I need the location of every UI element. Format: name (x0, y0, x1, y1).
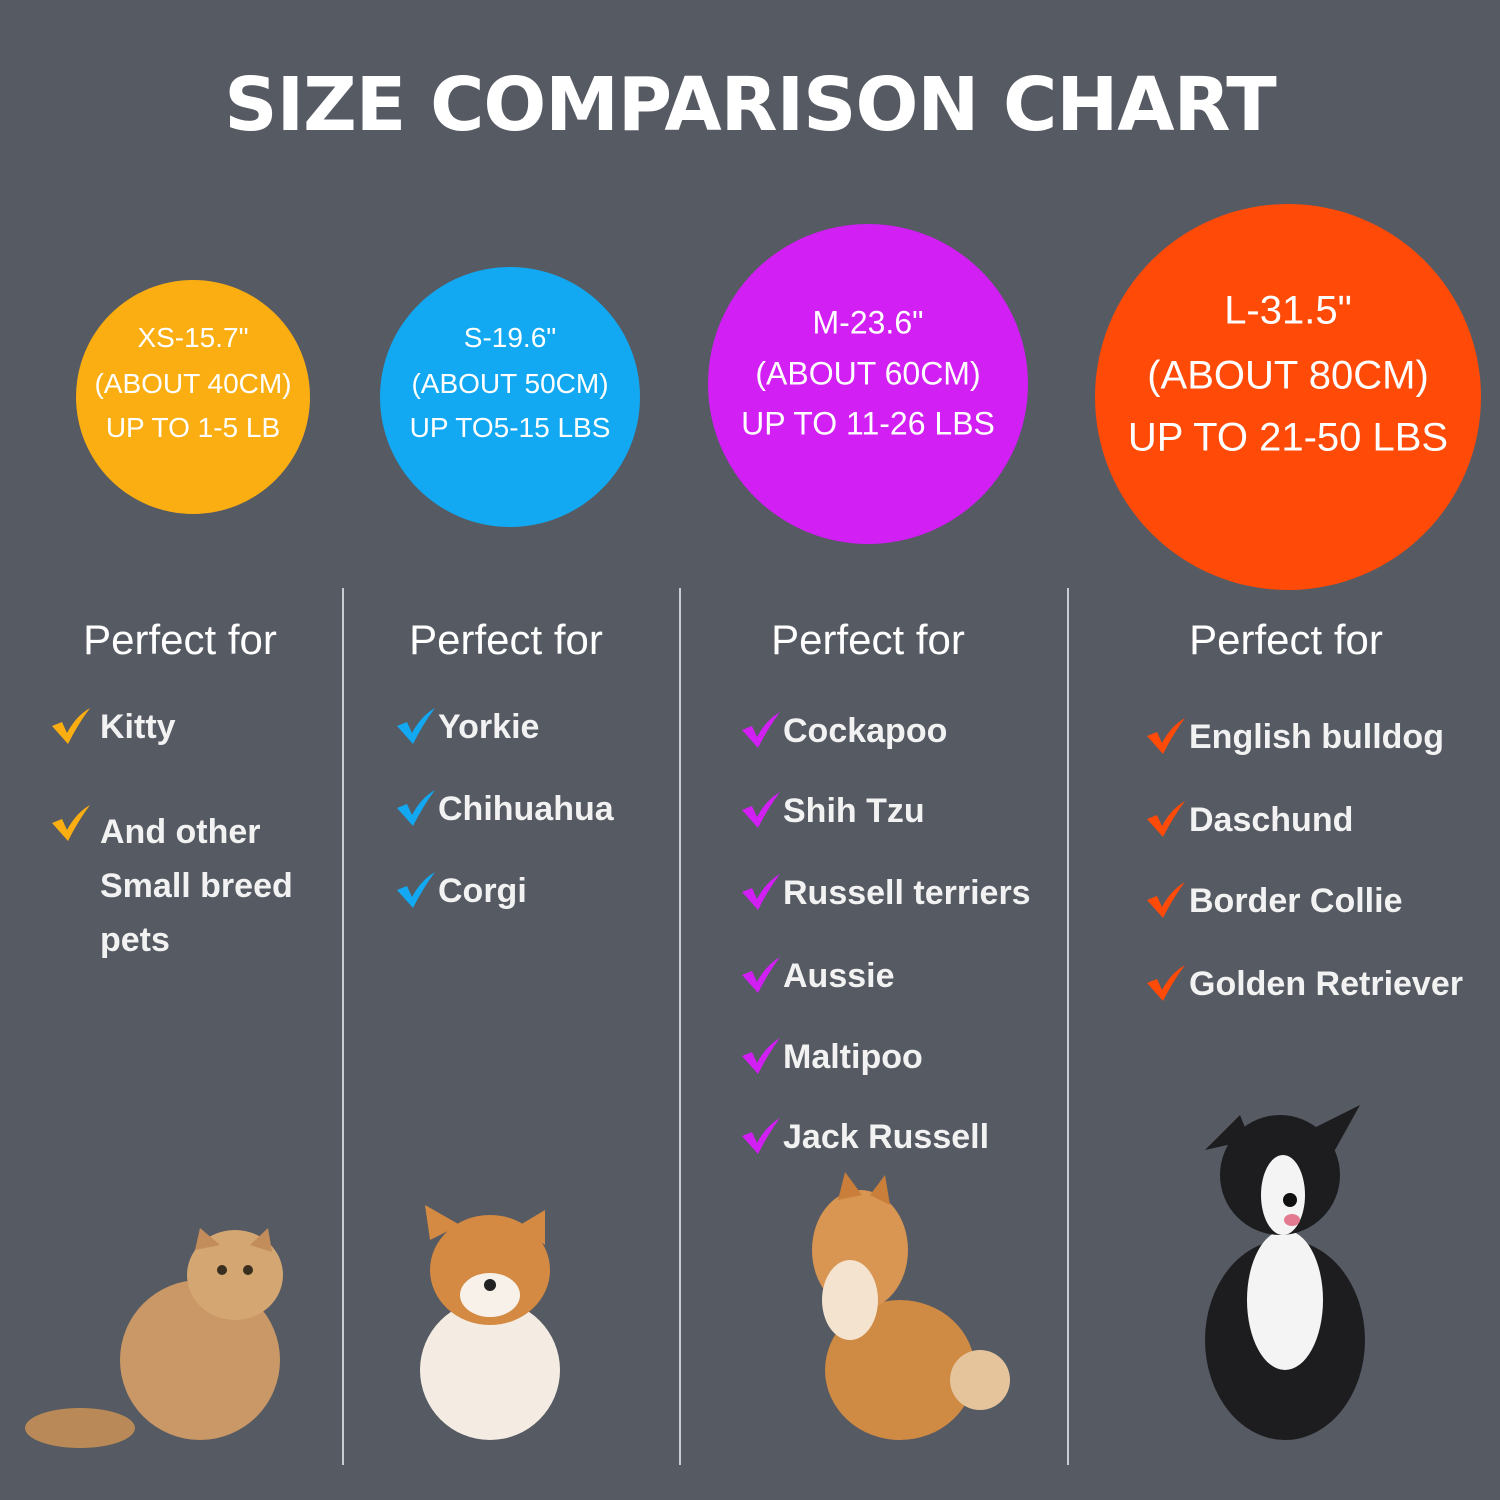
check-stroke (1147, 801, 1185, 837)
column-heading: Perfect for (409, 616, 603, 663)
corgi-picture (420, 1205, 560, 1440)
check-mark (1147, 965, 1185, 1001)
breed-item: Russell terriers (783, 874, 1031, 912)
check-stroke (397, 708, 435, 744)
check-stroke (742, 712, 780, 748)
check-stroke (742, 1118, 780, 1154)
check-mark (397, 872, 435, 908)
cat-picture (25, 1228, 283, 1448)
check-mark (397, 790, 435, 826)
breed-item: Yorkie (438, 708, 540, 746)
check-stroke (742, 874, 780, 910)
breed-item: Golden Retriever (1189, 965, 1463, 1003)
check-mark (742, 712, 780, 748)
check-stroke (1147, 882, 1185, 918)
size-label: (ABOUT 40CM) (94, 368, 292, 399)
check-mark (742, 874, 780, 910)
check-stroke (397, 790, 435, 826)
column-heading: Perfect for (83, 616, 277, 663)
collie-picture (1205, 1105, 1365, 1440)
size-circle (76, 280, 310, 514)
breed-item: Cockapoo (783, 712, 948, 750)
breed-item: Corgi (438, 872, 527, 910)
size-circle (708, 224, 1028, 544)
column-heading: Perfect for (771, 616, 965, 663)
check-stroke (742, 957, 780, 993)
breed-item: Chihuahua (438, 790, 614, 828)
check-mark (1147, 801, 1185, 837)
size-label: L-31.5" (1224, 288, 1352, 333)
breed-item: Aussie (783, 957, 895, 995)
breed-item: And other Small breed pets (100, 813, 293, 959)
size-label: XS-15.7" (137, 322, 249, 353)
breed-item: Maltipoo (783, 1038, 923, 1076)
size-label: (ABOUT 50CM) (411, 368, 609, 399)
check-mark (742, 1038, 780, 1074)
check-mark (742, 957, 780, 993)
size-circle (380, 267, 640, 527)
size-label: UP TO 1-5 LB (105, 412, 281, 443)
breed-item: Border Collie (1189, 882, 1403, 920)
check-mark (742, 1118, 780, 1154)
breed-item: English bulldog (1189, 718, 1444, 756)
check-mark (52, 708, 90, 744)
check-stroke (1147, 965, 1185, 1001)
size-circle (1095, 204, 1481, 590)
breed-item: Daschund (1189, 801, 1354, 839)
check-stroke (52, 708, 90, 744)
size-label: UP TO 11-26 LBS (741, 405, 995, 442)
check-stroke (1147, 718, 1185, 754)
check-stroke (742, 1038, 780, 1074)
check-mark (1147, 718, 1185, 754)
dividers (342, 588, 1069, 1465)
breed-item: Shih Tzu (783, 792, 925, 830)
check-mark (742, 792, 780, 828)
breed-item: Kitty (100, 708, 176, 746)
size-label: (ABOUT 80CM) (1147, 353, 1429, 398)
page-title: SIZE COMPARISON CHART (224, 62, 1276, 148)
breed-item: Jack Russell (783, 1118, 990, 1156)
check-stroke (52, 805, 90, 841)
size-label: UP TO 21-50 LBS (1127, 415, 1449, 460)
size-label: S-19.6" (463, 322, 557, 353)
check-mark (1147, 882, 1185, 918)
check-mark (52, 805, 90, 841)
check-mark (397, 708, 435, 744)
size-label: M-23.6" (812, 304, 924, 341)
check-stroke (397, 872, 435, 908)
shiba-picture (812, 1172, 1010, 1440)
column-heading: Perfect for (1189, 616, 1383, 663)
size-label: (ABOUT 60CM) (755, 355, 981, 392)
check-stroke (742, 792, 780, 828)
size-label: UP TO5-15 LBS (409, 412, 611, 443)
